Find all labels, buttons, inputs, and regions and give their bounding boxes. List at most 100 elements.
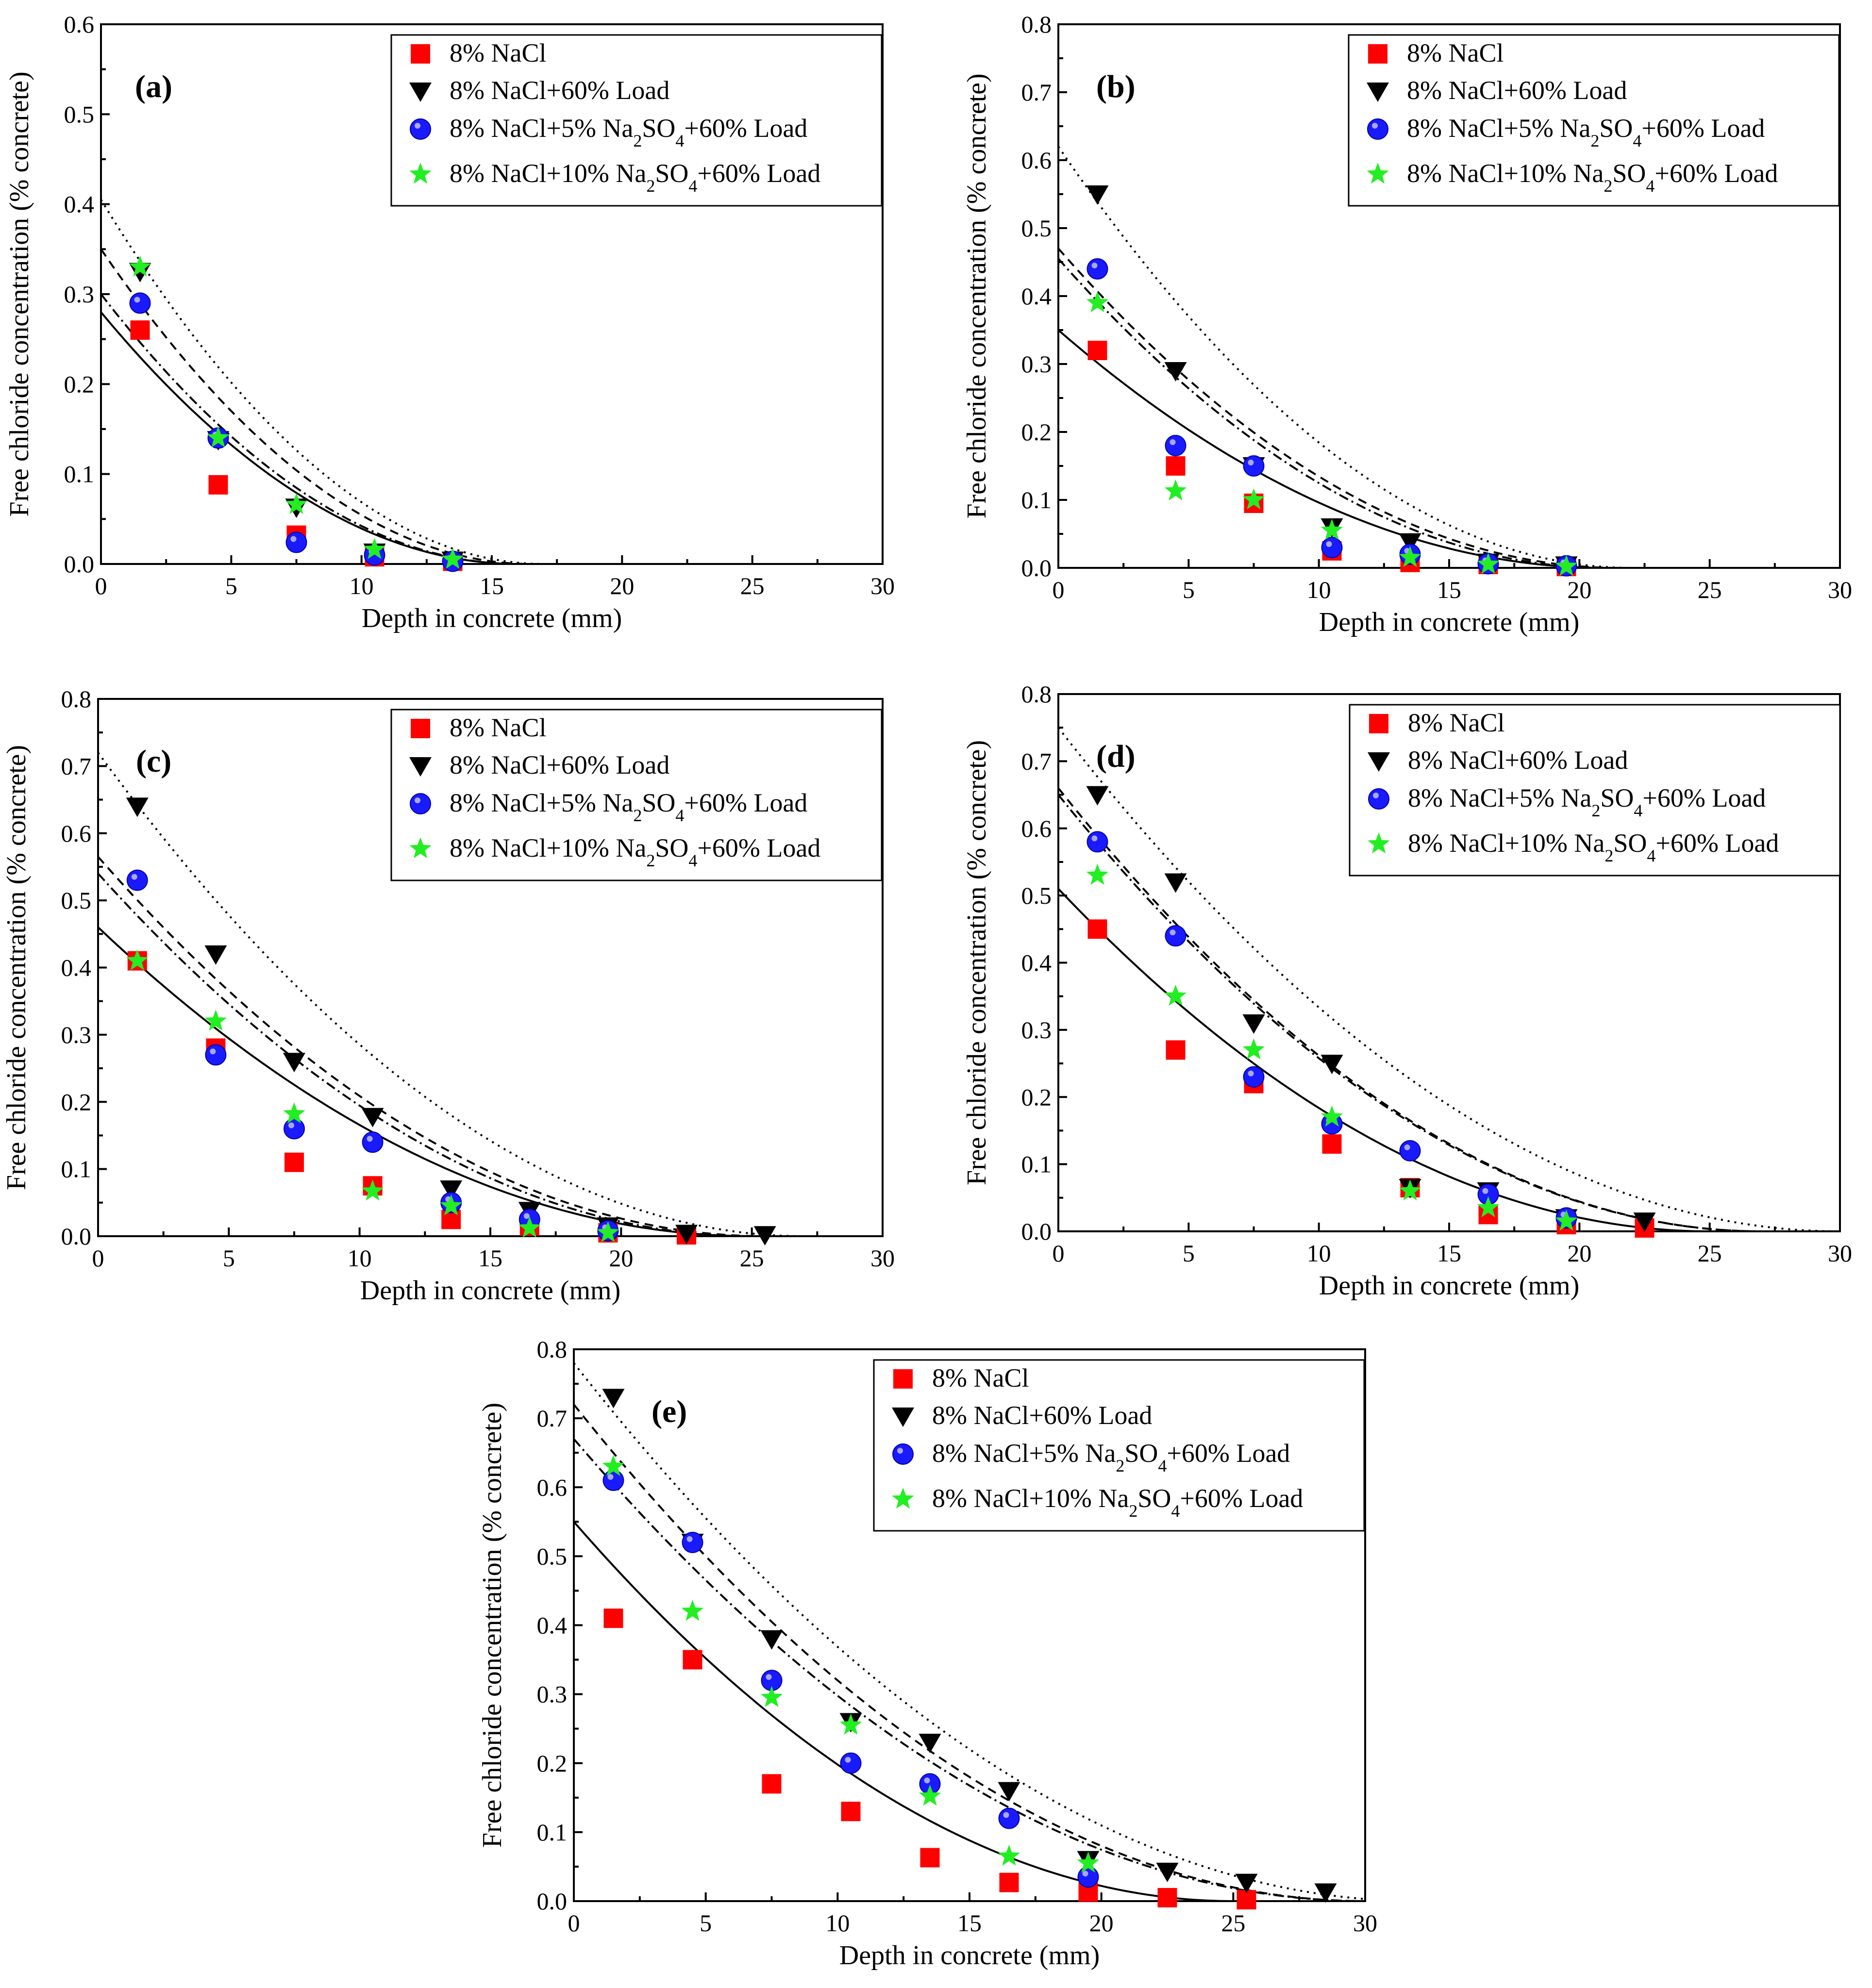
y-tick-label: 0.1 — [61, 1156, 92, 1183]
circle-marker — [410, 793, 431, 814]
data-point — [129, 255, 151, 277]
triangle-marker — [126, 797, 149, 817]
y-tick-label: 0.0 — [1021, 1218, 1052, 1245]
data-point — [1077, 1866, 1099, 1888]
data-point — [1320, 1105, 1343, 1127]
data-point — [285, 531, 307, 553]
circle-marker — [1321, 537, 1343, 558]
data-point — [518, 1216, 541, 1238]
x-tick-label: 15 — [1437, 1240, 1461, 1267]
data-point — [762, 1774, 782, 1794]
circle-marker — [1243, 1066, 1265, 1088]
series-star — [129, 255, 464, 569]
legend-item: 8% NaCl+60% Load — [1367, 76, 1627, 105]
y-tick-label: 0.3 — [64, 281, 95, 308]
star-marker — [892, 1488, 914, 1509]
x-tick-label: 30 — [870, 1244, 895, 1272]
star-marker — [126, 949, 149, 971]
circle-marker-highlight — [1091, 263, 1098, 268]
data-point — [1164, 362, 1187, 381]
data-point — [1165, 435, 1187, 456]
y-tick-label: 0.4 — [537, 1612, 568, 1639]
data-point — [1399, 1179, 1421, 1201]
data-point — [840, 1752, 862, 1774]
triangle-marker — [283, 1053, 305, 1073]
data-point — [839, 1713, 862, 1735]
data-point — [130, 320, 150, 340]
series-star — [602, 1455, 1100, 1873]
x-tick-label: 5 — [1183, 576, 1195, 603]
legend-box — [390, 34, 883, 207]
circle-marker-highlight — [210, 1048, 216, 1055]
fit-curve-circle — [98, 856, 883, 1236]
y-tick-label: 0.5 — [61, 887, 92, 914]
x-tick-label: 0 — [1053, 1240, 1065, 1267]
data-point — [753, 1226, 776, 1246]
circle-marker-highlight — [924, 1777, 930, 1784]
star-marker — [760, 1686, 783, 1707]
legend-item: 8% NaCl — [893, 1363, 1029, 1392]
circle-marker — [1367, 118, 1388, 140]
triangle-marker — [760, 1630, 783, 1650]
legend-item: 8% NaCl+60% Load — [409, 750, 669, 779]
x-tick-label: 15 — [957, 1909, 982, 1937]
data-point — [126, 797, 149, 817]
data-point — [1077, 1851, 1100, 1873]
square-marker — [1369, 714, 1388, 733]
star-marker — [1086, 291, 1109, 313]
legend-item: 8% NaCl+10% Na2SO4+60% Load — [409, 833, 820, 870]
data-point — [207, 426, 230, 447]
data-point — [285, 493, 308, 514]
data-point — [682, 1531, 703, 1553]
data-point — [284, 1152, 304, 1172]
square-marker — [1166, 1040, 1186, 1060]
y-tick-label: 0.1 — [537, 1819, 568, 1846]
data-point — [919, 1785, 941, 1806]
data-point — [602, 1470, 624, 1491]
circle-marker — [1086, 831, 1108, 853]
y-tick-label: 0.6 — [64, 11, 95, 38]
fit-curve-star — [98, 873, 883, 1236]
circle-marker-highlight — [1482, 1188, 1488, 1194]
series-triangle-down — [129, 263, 464, 571]
x-tick-label: 25 — [1698, 1240, 1722, 1267]
legend-label: 8% NaCl+10% Na2SO4+60% Load — [450, 159, 820, 196]
data-point — [1086, 185, 1109, 205]
star-marker — [518, 1216, 541, 1238]
triangle-marker — [1164, 873, 1187, 893]
star-marker — [839, 1713, 862, 1735]
data-point — [920, 1848, 940, 1868]
y-tick-label: 0.6 — [61, 820, 92, 847]
circle-marker — [129, 292, 151, 314]
triangle-marker — [1399, 533, 1421, 553]
data-point — [361, 1179, 384, 1201]
legend-label: 8% NaCl — [450, 38, 546, 67]
square-marker — [920, 1848, 940, 1868]
x-tick-label: 10 — [1307, 576, 1331, 603]
data-point — [1086, 258, 1108, 280]
legend-label: 8% NaCl+5% Na2SO4+60% Load — [932, 1439, 1290, 1475]
series-star — [126, 949, 619, 1242]
star-marker — [1555, 555, 1578, 576]
circle-marker — [1399, 1140, 1421, 1161]
data-point — [1322, 1134, 1342, 1154]
y-tick-label: 0.5 — [1021, 882, 1052, 909]
circle-marker — [1086, 258, 1108, 280]
x-tick-label: 0 — [95, 572, 107, 599]
triangle-marker — [919, 1734, 941, 1754]
data-point — [1242, 488, 1265, 510]
y-tick-label: 0.7 — [1021, 747, 1052, 775]
fit-curve-star — [101, 293, 883, 564]
triangle-marker — [1164, 362, 1187, 381]
data-point — [1164, 984, 1187, 1006]
legend-item: 8% NaCl+5% Na2SO4+60% Load — [892, 1439, 1290, 1475]
legend-label: 8% NaCl+5% Na2SO4+60% Load — [450, 114, 807, 150]
x-tick-label: 30 — [1828, 1240, 1852, 1267]
data-point — [999, 1872, 1019, 1892]
data-point — [205, 1044, 227, 1066]
data-point — [1320, 1055, 1343, 1075]
circle-marker — [998, 1807, 1020, 1829]
data-point — [363, 538, 386, 559]
triangle-marker — [361, 1108, 384, 1127]
square-marker — [841, 1802, 861, 1822]
